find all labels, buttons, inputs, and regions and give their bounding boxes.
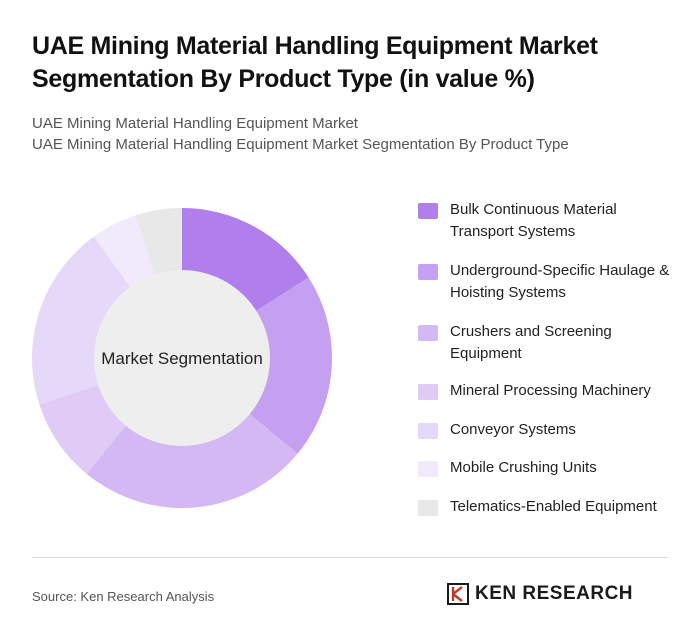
chart-title: UAE Mining Material Handling Equipment M… bbox=[32, 32, 598, 93]
ken-research-logo-icon bbox=[447, 583, 469, 605]
legend-item: Mobile Crushing Units bbox=[418, 457, 678, 479]
legend-swatch bbox=[418, 384, 438, 400]
logo-text: KEN RESEARCH bbox=[475, 583, 634, 604]
center-label: Market Segmentation bbox=[101, 349, 263, 368]
footer-divider bbox=[32, 557, 668, 558]
legend-swatch bbox=[418, 423, 438, 439]
subtitle-line-1: UAE Mining Material Handling Equipment M… bbox=[32, 115, 358, 132]
legend-label: Conveyor Systems bbox=[450, 421, 576, 438]
legend-swatch bbox=[418, 203, 438, 219]
donut-chart: Market Segmentation bbox=[31, 208, 332, 509]
legend-label: Mineral Processing Machinery bbox=[450, 382, 651, 399]
legend-label: Crushers and Screening Equipment bbox=[450, 323, 612, 362]
legend-item: Mineral Processing Machinery bbox=[418, 380, 678, 402]
legend-swatch bbox=[418, 325, 438, 341]
legend-item: Conveyor Systems bbox=[418, 419, 678, 441]
legend-item: Telematics-Enabled Equipment bbox=[418, 496, 678, 518]
legend-item: Bulk Continuous Material Transport Syste… bbox=[418, 199, 678, 243]
donut-center bbox=[94, 270, 270, 446]
legend-label: Telematics-Enabled Equipment bbox=[450, 498, 657, 515]
legend-swatch bbox=[418, 500, 438, 516]
legend-label: Bulk Continuous Material Transport Syste… bbox=[450, 201, 617, 240]
legend-item: Crushers and Screening Equipment bbox=[418, 321, 678, 365]
chart-subtitle: UAE Mining Material Handling Equipment M… bbox=[32, 113, 672, 155]
source-note: Source: Ken Research Analysis bbox=[32, 589, 215, 604]
legend-swatch bbox=[418, 461, 438, 477]
legend-label: Mobile Crushing Units bbox=[450, 459, 597, 476]
legend-label: Underground-Specific Haulage & Hoisting … bbox=[450, 262, 670, 301]
subtitle-line-2: UAE Mining Material Handling Equipment M… bbox=[32, 136, 569, 153]
ken-research-logo: KEN RESEARCH bbox=[447, 583, 633, 605]
legend-swatch bbox=[418, 264, 438, 280]
legend-item: Underground-Specific Haulage & Hoisting … bbox=[418, 260, 678, 304]
